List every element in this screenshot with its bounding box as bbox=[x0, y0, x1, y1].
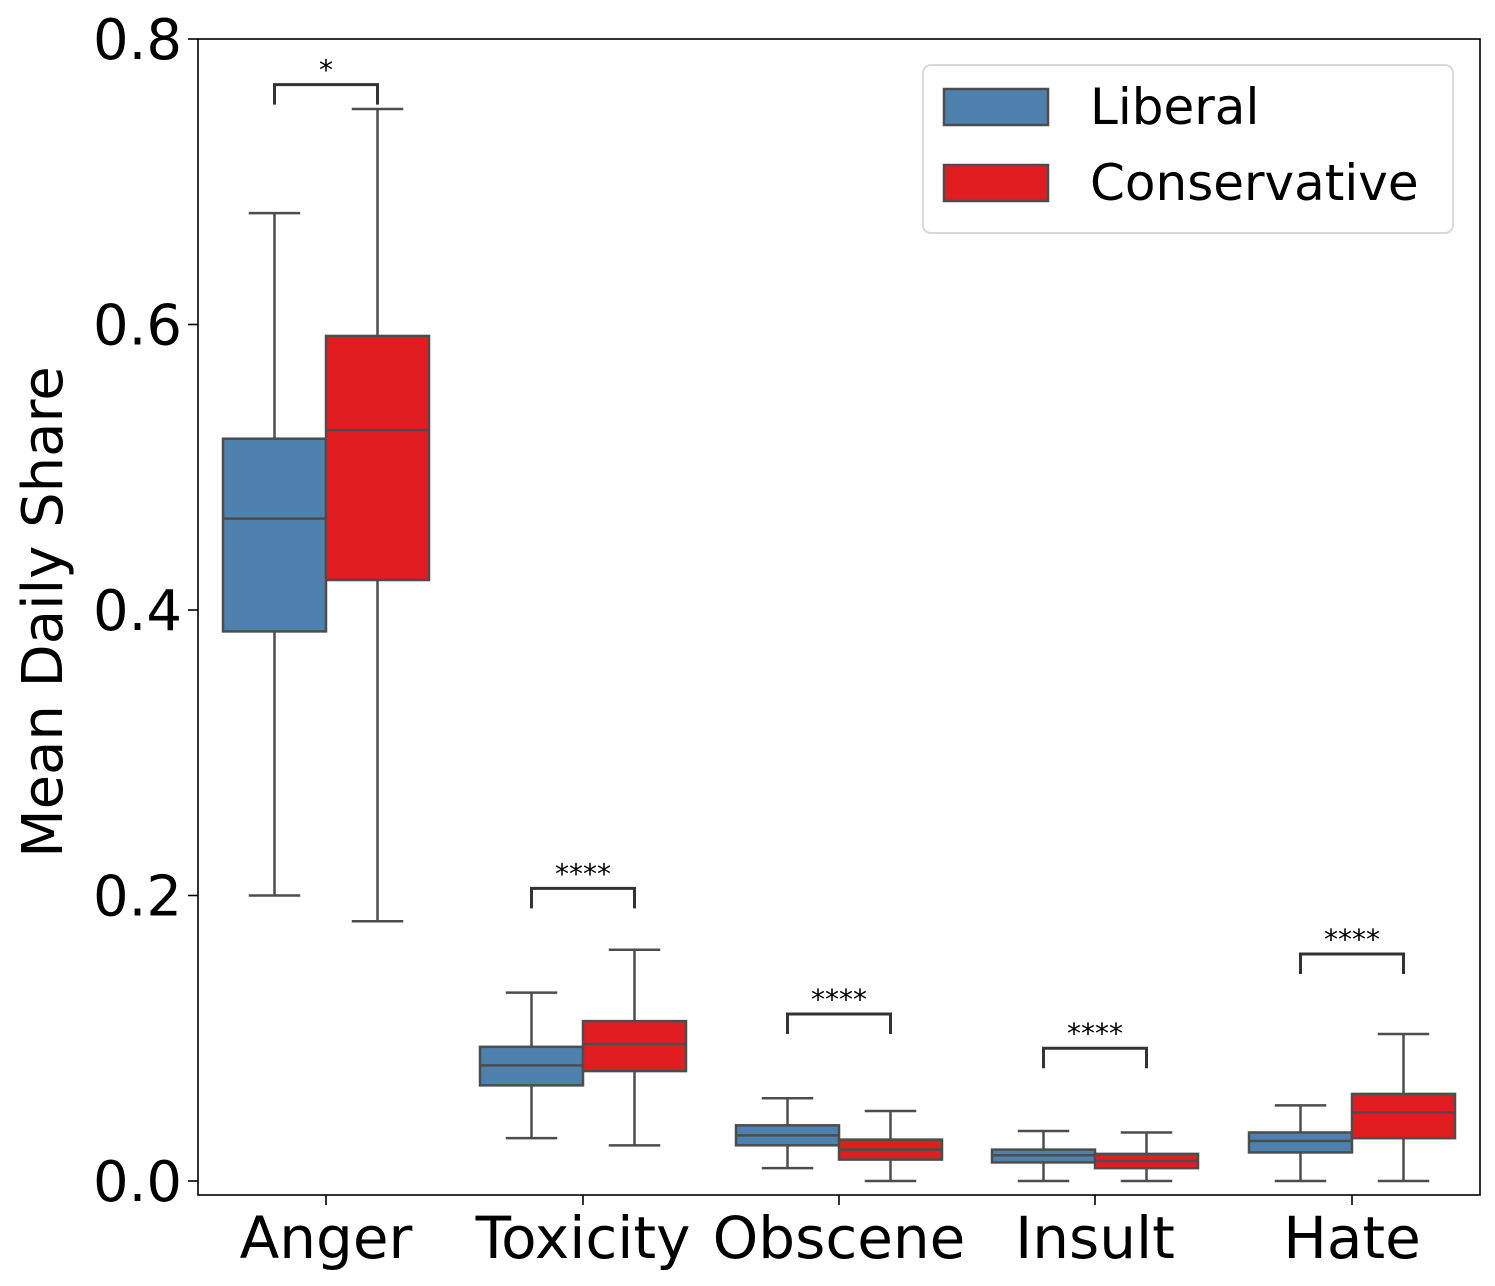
significance-bracket bbox=[1299, 952, 1405, 975]
legend-item-conservative: Conservative bbox=[942, 154, 1419, 212]
significance-bracket bbox=[530, 886, 636, 909]
box-conservative-anger bbox=[324, 107, 431, 923]
box-liberal-anger bbox=[221, 211, 328, 897]
legend-swatch bbox=[942, 163, 1050, 203]
significance-hate: **** bbox=[1299, 923, 1405, 975]
box-iqr bbox=[324, 334, 431, 582]
significance-bracket bbox=[273, 83, 379, 105]
box-liberal-insult bbox=[990, 1129, 1097, 1183]
significance-label: **** bbox=[555, 857, 611, 890]
x-tick-label: Hate bbox=[1283, 1204, 1421, 1272]
x-tick-label: Anger bbox=[240, 1204, 413, 1272]
y-tick-label: 0.4 bbox=[93, 579, 182, 644]
legend-swatch bbox=[942, 87, 1050, 127]
y-tick-label: 0.0 bbox=[93, 1150, 182, 1215]
significance-bracket bbox=[786, 1012, 892, 1034]
legend-label: Conservative bbox=[1090, 154, 1419, 212]
x-tick-label: Obscene bbox=[713, 1204, 966, 1272]
y-tick-label: 0.2 bbox=[93, 865, 182, 930]
box-iqr bbox=[581, 1019, 688, 1073]
significance-toxicity: **** bbox=[530, 857, 636, 909]
box-iqr bbox=[1247, 1131, 1354, 1154]
box-conservative-insult bbox=[1093, 1131, 1200, 1183]
significance-label: **** bbox=[1067, 1017, 1123, 1050]
chart-marks: ***************** bbox=[221, 54, 1457, 1183]
box-liberal-obscene bbox=[734, 1096, 841, 1170]
box-conservative-toxicity bbox=[581, 948, 688, 1147]
box-conservative-hate bbox=[1350, 1032, 1457, 1183]
box-liberal-toxicity bbox=[478, 991, 585, 1140]
y-tick-label: 0.6 bbox=[93, 294, 182, 359]
axes: 0.0 0.2 0.4 0.6 0.8 Anger Toxicity Obscene Insul… bbox=[11, 8, 1481, 1272]
box-liberal-hate bbox=[1247, 1104, 1354, 1183]
legend: Liberal Conservative bbox=[922, 64, 1454, 234]
significance-obscene: **** bbox=[786, 983, 892, 1034]
significance-bracket bbox=[1042, 1046, 1148, 1069]
significance-label: **** bbox=[811, 983, 867, 1016]
significance-label: **** bbox=[1324, 923, 1380, 956]
y-tick-label: 0.8 bbox=[93, 8, 182, 73]
legend-frame bbox=[922, 64, 1454, 234]
legend-label: Liberal bbox=[1090, 78, 1259, 136]
box-iqr bbox=[221, 437, 328, 633]
box-conservative-obscene bbox=[837, 1109, 944, 1183]
significance-anger: * bbox=[273, 54, 379, 105]
x-tick-label: Toxicity bbox=[475, 1204, 691, 1272]
legend-item-liberal: Liberal bbox=[942, 78, 1259, 136]
y-axis-title: Mean Daily Share bbox=[11, 366, 76, 857]
x-tick-label: Insult bbox=[1015, 1204, 1175, 1272]
significance-label: * bbox=[319, 54, 333, 87]
box-iqr bbox=[1350, 1092, 1457, 1140]
significance-insult: **** bbox=[1042, 1017, 1148, 1069]
